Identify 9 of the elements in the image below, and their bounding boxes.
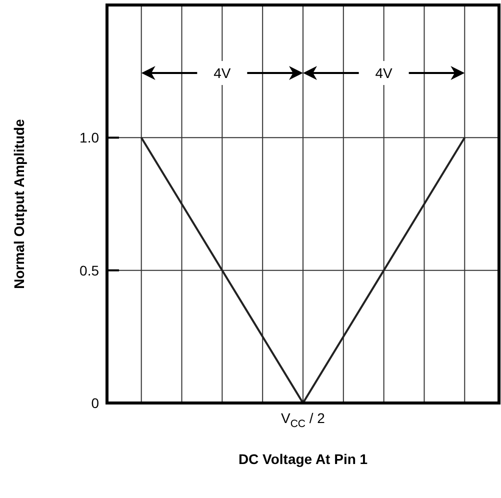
- y-axis-title: Normal Output Amplitude: [11, 118, 27, 289]
- annotation: 4V: [214, 65, 232, 81]
- x-axis-title: DC Voltage At Pin 1: [238, 451, 368, 467]
- y-tick-label: 0.5: [80, 262, 100, 278]
- y-tick-label: 1.0: [80, 130, 100, 146]
- x-tick-label: V$_{CC}$ / 2: [281, 410, 326, 430]
- y-tick-label: 0: [91, 395, 100, 411]
- annotation: 4V: [375, 65, 394, 81]
- line-series: [140, 136, 466, 404]
